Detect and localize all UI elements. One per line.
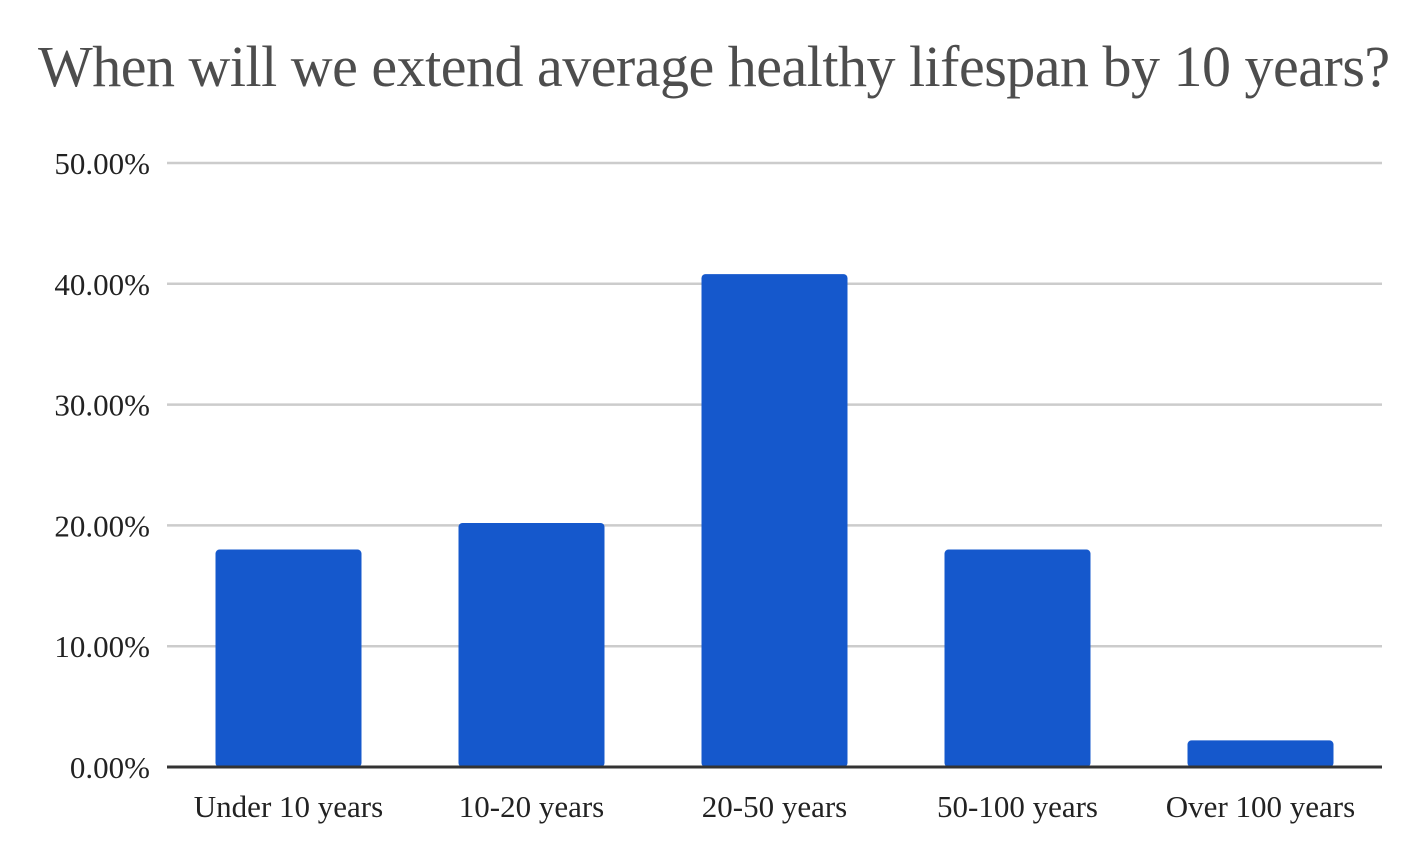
x-tick-label: Under 10 years	[194, 789, 383, 824]
y-axis-tick-labels: 0.00% 10.00% 20.00% 30.00% 40.00% 50.00%	[54, 146, 150, 785]
y-tick-label: 20.00%	[54, 508, 150, 543]
y-tick-label: 50.00%	[54, 146, 150, 181]
x-tick-label: 20-50 years	[702, 789, 847, 824]
bar	[944, 549, 1091, 767]
x-axis-category-labels: Under 10 years 10-20 years 20-50 years 50-1…	[194, 789, 1355, 824]
y-tick-label: 0.00%	[70, 750, 150, 785]
bar	[215, 549, 362, 767]
bar	[701, 274, 848, 767]
y-tick-label: 30.00%	[54, 388, 150, 423]
x-tick-label: 50-100 years	[937, 789, 1098, 824]
y-tick-label: 40.00%	[54, 267, 150, 302]
chart-title: When will we extend average healthy life…	[38, 34, 1390, 99]
y-tick-label: 10.00%	[54, 629, 150, 664]
x-tick-label: 10-20 years	[459, 789, 604, 824]
bar	[458, 522, 605, 767]
bars	[215, 274, 1334, 767]
bar	[1187, 740, 1334, 767]
x-tick-label: Over 100 years	[1166, 789, 1355, 824]
